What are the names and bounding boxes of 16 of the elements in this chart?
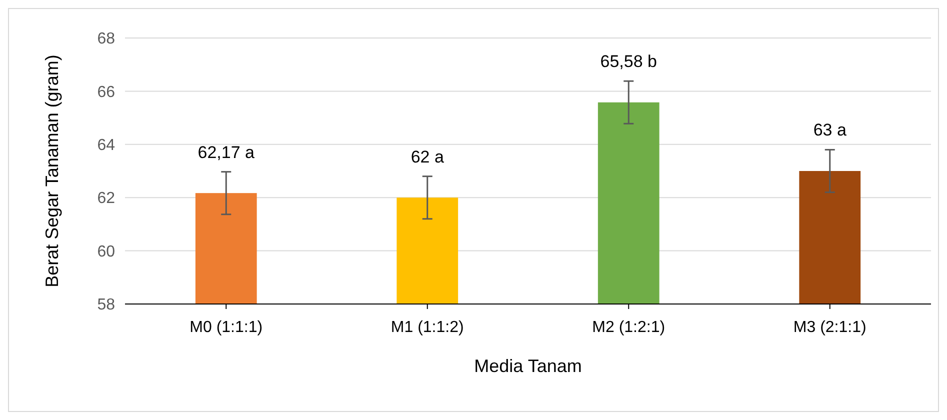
x-axis-title: Media Tanam xyxy=(474,356,582,376)
y-tick-label: 58 xyxy=(97,296,116,314)
x-tick-label: M0 (1:1:1) xyxy=(190,319,263,336)
x-tick-label: M2 (1:2:1) xyxy=(592,319,666,336)
y-axis-title: Berat Segar Tanaman (gram) xyxy=(42,54,62,288)
y-tick-label: 60 xyxy=(97,243,116,260)
y-tick-label: 62 xyxy=(97,190,116,208)
data-label: 65,58 b xyxy=(600,52,657,72)
x-tick-label: M1 (1:1:2) xyxy=(390,319,464,336)
data-label: 63 a xyxy=(813,120,847,140)
data-label: 62,17 a xyxy=(198,142,256,162)
x-tick-label: M3 (2:1:1) xyxy=(793,319,866,336)
y-tick-label: 66 xyxy=(97,84,116,101)
data-label: 62 a xyxy=(410,147,444,166)
y-tick-label: 68 xyxy=(97,30,116,48)
y-tick-label: 64 xyxy=(97,137,116,154)
